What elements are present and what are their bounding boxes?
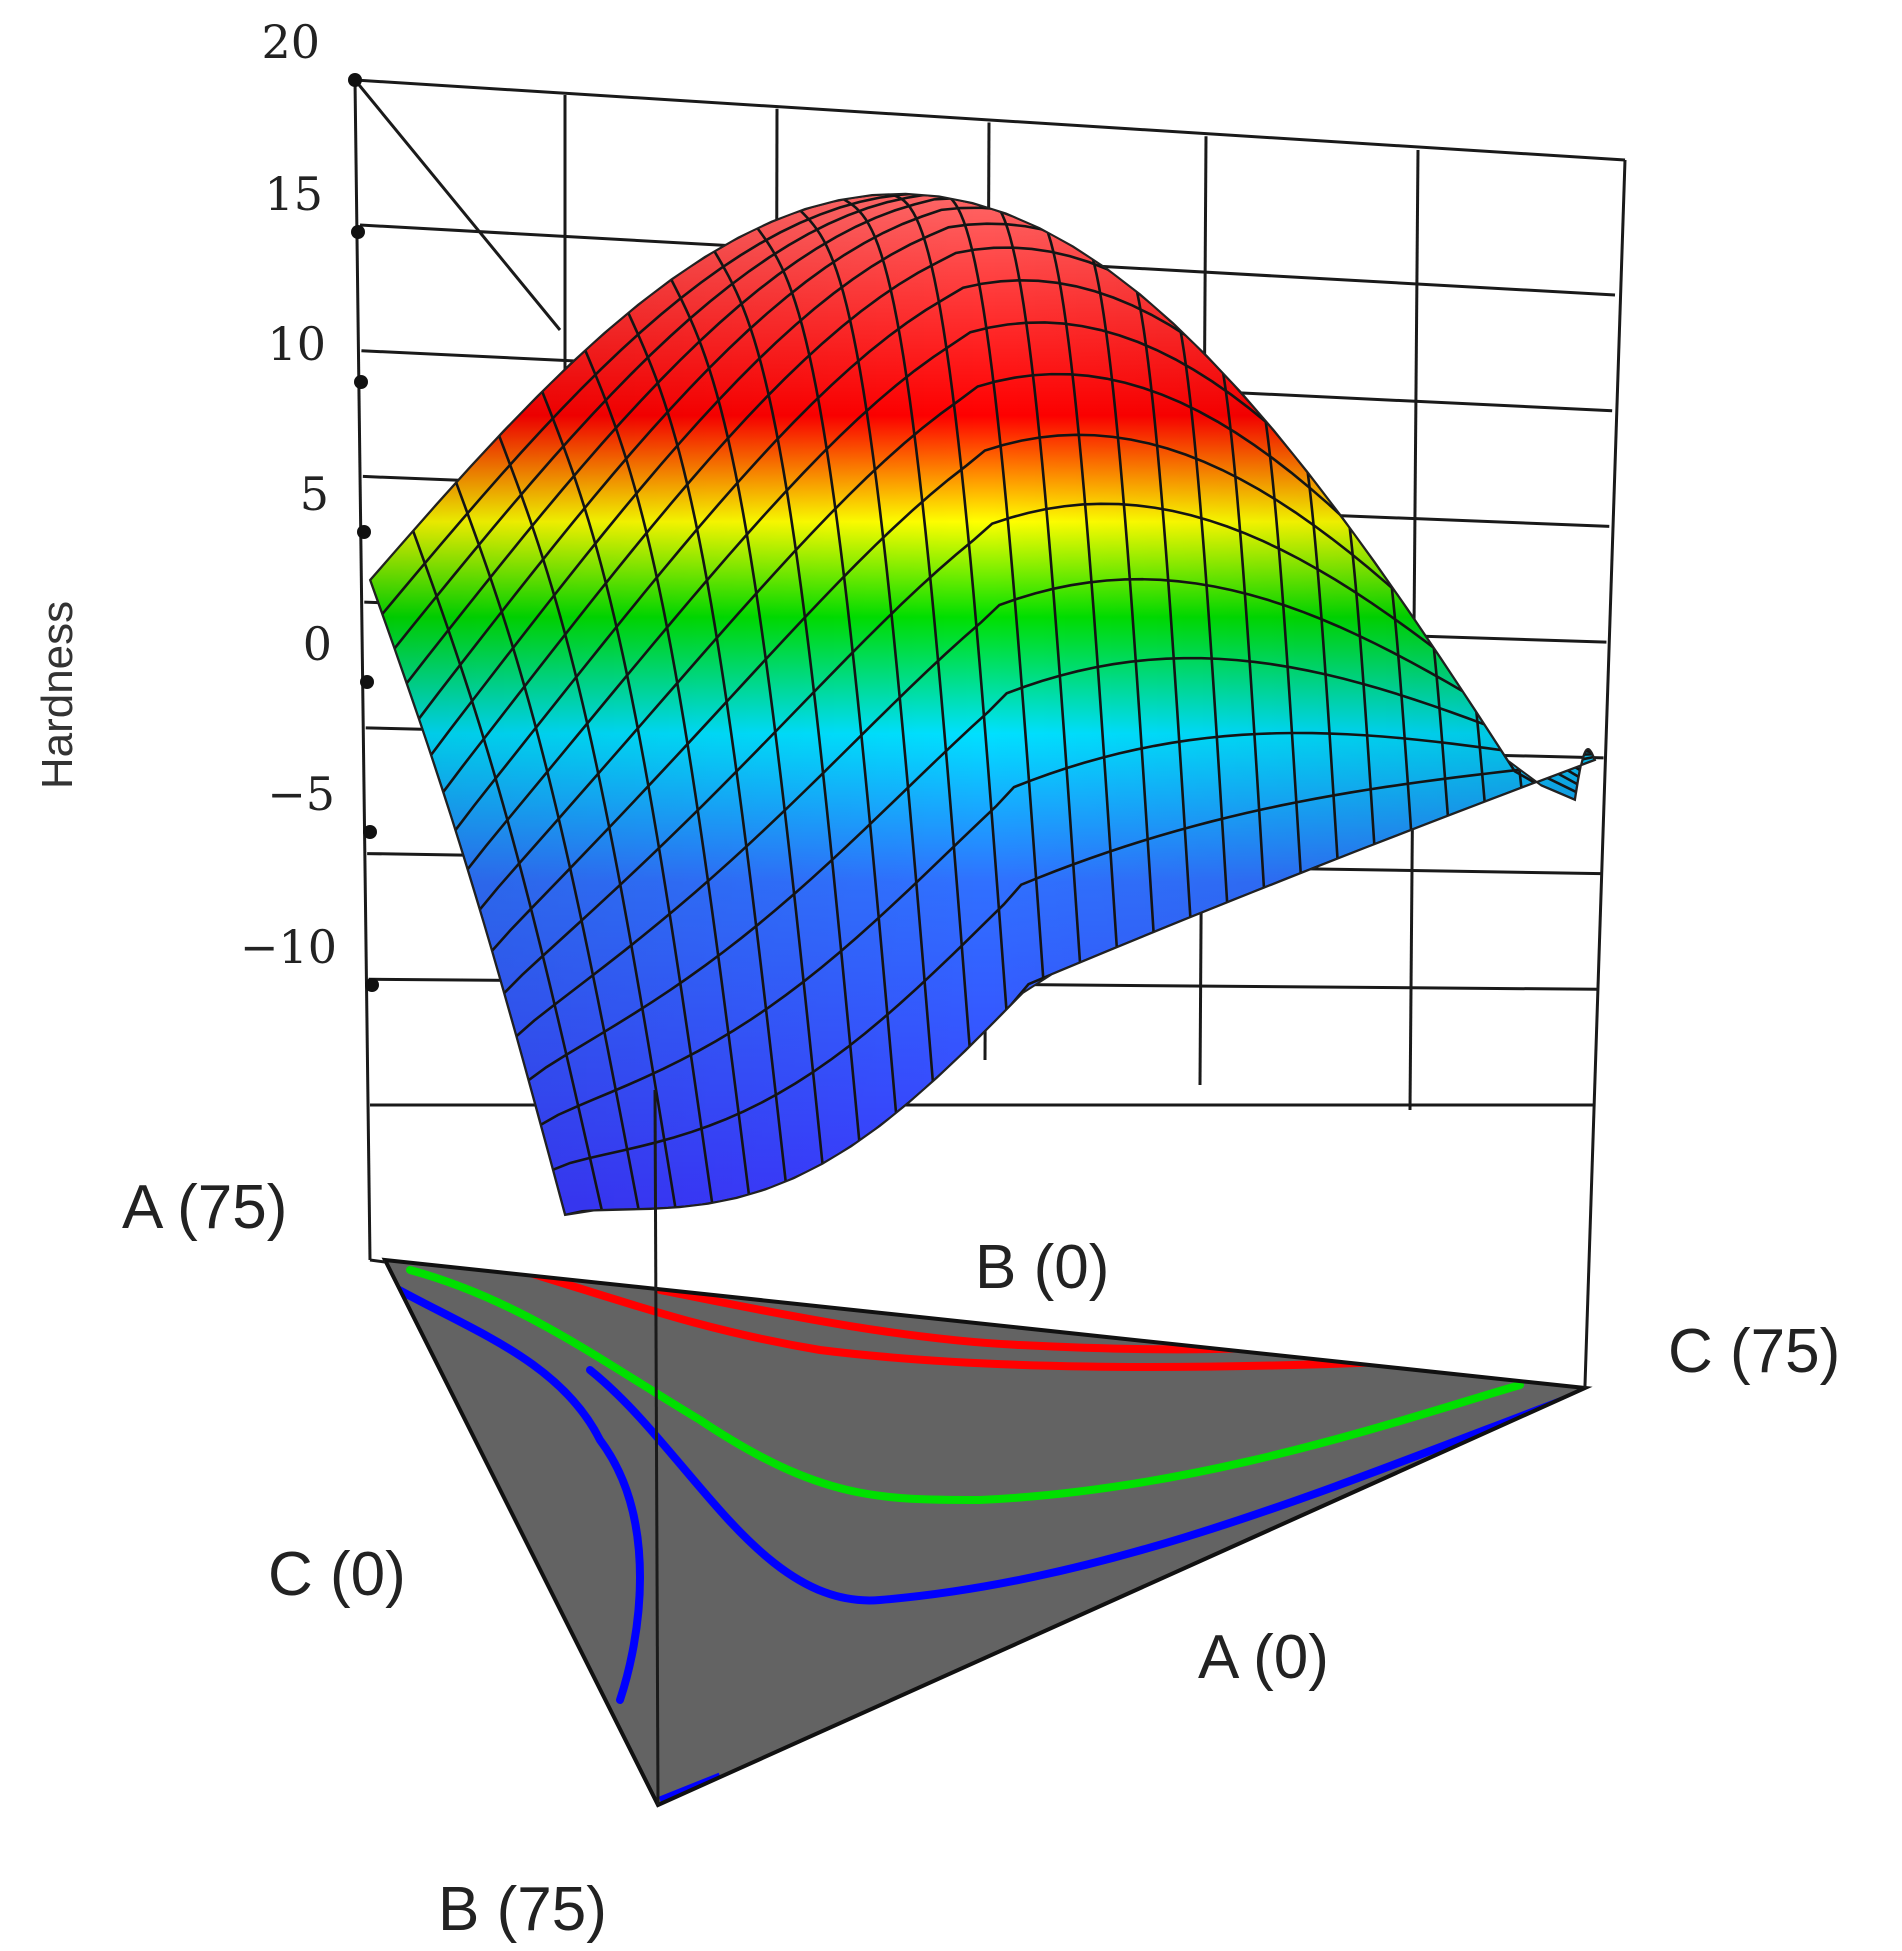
contour-line <box>406 1266 1524 1505</box>
z-tick-label: 10 <box>267 317 326 371</box>
z-tick-label: −10 <box>240 920 337 974</box>
mesh-line-v <box>503 502 1590 995</box>
mesh-line-v <box>552 755 1595 1172</box>
z-axis-title: Hardness <box>33 601 82 789</box>
right-post <box>1583 159 1627 1386</box>
z-tick-dot <box>351 225 365 239</box>
z-tick-dot <box>354 375 368 389</box>
z-tick-dot <box>348 73 362 87</box>
ternary-base-edge <box>381 1257 1593 1808</box>
top-rail <box>354 78 1626 162</box>
corner-label-a-0: A (0) <box>1198 1623 1329 1692</box>
response-surface <box>368 192 1597 1217</box>
base-edge <box>369 1258 386 1264</box>
corner-label-c-75: C (75) <box>1668 1317 1840 1386</box>
z-axis: 20 15 10 5 0 −5 −10 <box>240 15 379 992</box>
mesh-line-u <box>1530 725 1560 782</box>
ternary-base-fill <box>385 1260 1585 1805</box>
contour-line <box>656 1286 1254 1354</box>
front-frame <box>369 1089 1587 1806</box>
mesh-line-v <box>515 577 1591 1038</box>
z-tick-label: −5 <box>267 767 335 821</box>
contour-lines <box>386 1266 1585 1804</box>
z-tick-dot <box>363 825 377 839</box>
z-tick-dot <box>360 675 374 689</box>
left-post <box>353 79 372 1261</box>
z-tick-dot <box>357 525 371 539</box>
z-tick-label: 15 <box>264 167 323 221</box>
contour-line <box>386 1281 1585 1704</box>
mesh-line-v <box>527 656 1592 1082</box>
surface-shade <box>370 193 1595 1215</box>
corner-label-a-75: A (75) <box>122 1173 287 1242</box>
front-post <box>653 1089 660 1806</box>
mesh-line-v <box>539 731 1593 1127</box>
contour-line <box>516 1266 1389 1371</box>
z-tick-dot <box>365 978 379 992</box>
z-tick-label: 20 <box>261 15 320 69</box>
corner-label-b-75: B (75) <box>438 1875 607 1944</box>
surface-outline <box>368 192 1597 1217</box>
corner-label-b-0: B (0) <box>975 1233 1109 1302</box>
z-tick-label: 0 <box>303 617 332 671</box>
top-diagonal <box>353 79 562 331</box>
ternary-base <box>381 1257 1593 1808</box>
corner-label-c-0: C (0) <box>268 1540 406 1609</box>
z-tick-label: 5 <box>300 467 329 521</box>
